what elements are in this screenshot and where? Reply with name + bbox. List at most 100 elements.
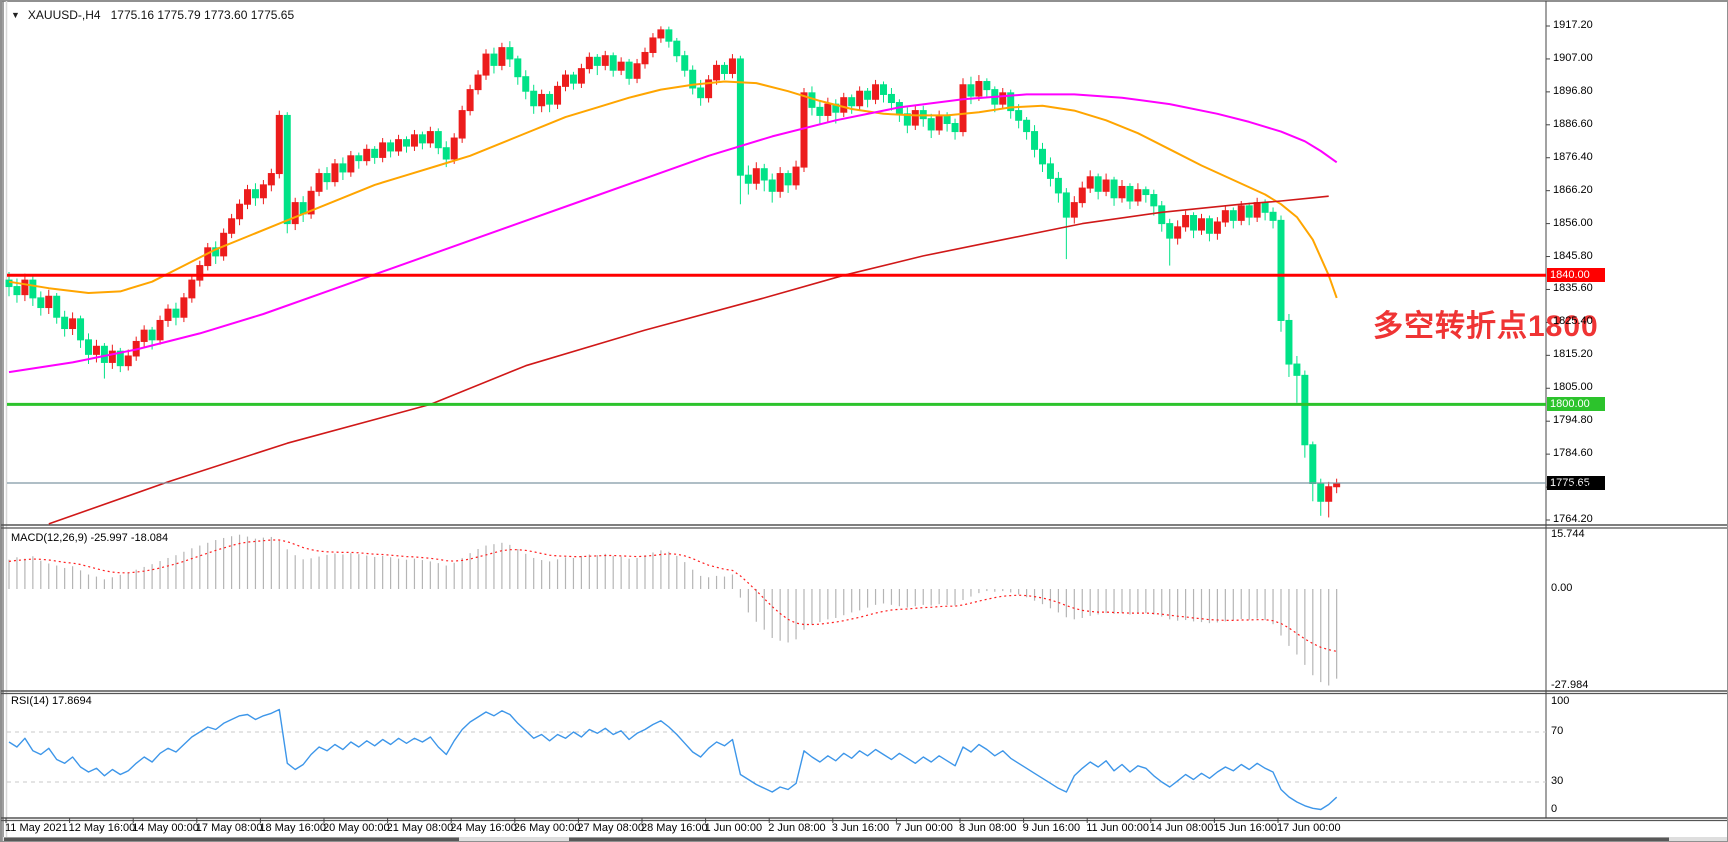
ma-slow-red-line [48,195,1329,525]
candle [124,355,132,367]
time-axis-label: 9 Jun 16:00 [1022,822,1081,834]
time-axis-label: 27 May 08:00 [577,822,645,834]
candle [705,79,713,99]
time-axis-label: 8 Jun 08:00 [959,822,1017,834]
rsi-axis-tick: 30 [1551,775,1564,787]
candle [689,69,697,89]
candle [251,189,259,199]
candle [1078,187,1086,204]
candle [967,84,975,97]
candle [522,76,530,92]
candle [1182,215,1190,228]
price-axis-tick: 1896.80 [1553,85,1593,97]
horizontal-lines[interactable] [7,273,1546,484]
candle [601,55,609,66]
macd-axis-tick: 0.00 [1551,582,1573,594]
candle [554,85,562,105]
candle [1054,177,1062,194]
candle [1245,205,1253,218]
candle [649,37,657,53]
price-axis-tick: 1815.20 [1553,348,1593,360]
candle [204,247,212,267]
candle [1221,210,1229,223]
candle [442,147,450,160]
symbol-dropdown-icon[interactable]: ▼ [11,10,20,20]
candle [100,345,108,363]
time-axis-label: 12 May 16:00 [68,822,136,834]
candle [387,142,395,152]
candle [347,155,355,173]
candle [1134,189,1142,202]
candle [1046,163,1054,179]
macd-indicator-label: MACD(12,26,9) -25.997 -18.084 [11,532,169,544]
time-axis-label: 28 May 16:00 [641,822,708,834]
rsi-panel [7,708,1546,811]
price-axis-tick: 1886.60 [1553,118,1593,130]
scrollbar-thumb[interactable] [569,837,1669,842]
candle [259,184,267,199]
candle [1070,202,1078,218]
candle [228,218,236,234]
candle [315,173,323,192]
candle [1261,202,1269,213]
candle [959,84,967,133]
time-axis-label: 1 Jun 00:00 [704,822,763,834]
candle [864,90,872,100]
candle [1015,110,1023,121]
price-axis-tick: 1866.20 [1553,184,1593,196]
ma-fast-orange-line [8,80,1338,299]
candle [371,148,379,158]
candle [880,84,887,95]
candle [1198,218,1205,231]
time-axis-label: 14 Jun 08:00 [1149,822,1214,834]
candle [498,47,506,66]
candle [180,297,188,318]
candle [983,81,991,91]
candle [196,265,204,281]
candle [418,134,426,144]
candle [77,318,85,341]
candle [506,47,514,60]
candle [1039,148,1046,165]
candle [331,163,339,183]
candle [1174,226,1182,239]
candle [768,179,776,192]
candle [697,87,705,99]
price-axis-tick: 1845.80 [1553,250,1593,262]
macd-axis-tick: -27.984 [1551,679,1589,691]
rsi-axis-tick: 0 [1551,803,1558,815]
candle [1269,211,1277,221]
candle [323,173,331,183]
candle [21,279,29,296]
candle [752,168,760,184]
candle [458,110,466,139]
rsi-axis-tick: 70 [1551,725,1564,737]
candle [887,93,895,104]
candle [1031,131,1039,150]
candle [1309,444,1317,485]
candlestick-layer[interactable] [5,26,1341,518]
candle [641,51,649,65]
time-axis-label: 24 May 16:00 [450,822,517,834]
scrollbar-thumb[interactable] [4,837,459,842]
candle [61,316,69,330]
candle [1293,363,1301,376]
candle [1086,176,1094,189]
price-axis-tick: 1876.40 [1553,151,1593,163]
candle [1277,219,1285,321]
horizontal-scrollbar[interactable] [3,837,1727,842]
candle [721,64,728,74]
candle [85,339,92,355]
candle [975,81,983,97]
candle [1325,486,1333,502]
candle [1253,202,1261,218]
candle [410,134,418,147]
price-axis-tick: 1794.80 [1553,414,1593,426]
candle [307,190,315,215]
candle [236,203,244,220]
candle [1126,185,1134,202]
price-axis-tick: 1774.40 [1553,480,1593,492]
support-price-label: 1800.00 [1547,397,1605,411]
price-axis-tick: 1784.60 [1553,447,1593,459]
